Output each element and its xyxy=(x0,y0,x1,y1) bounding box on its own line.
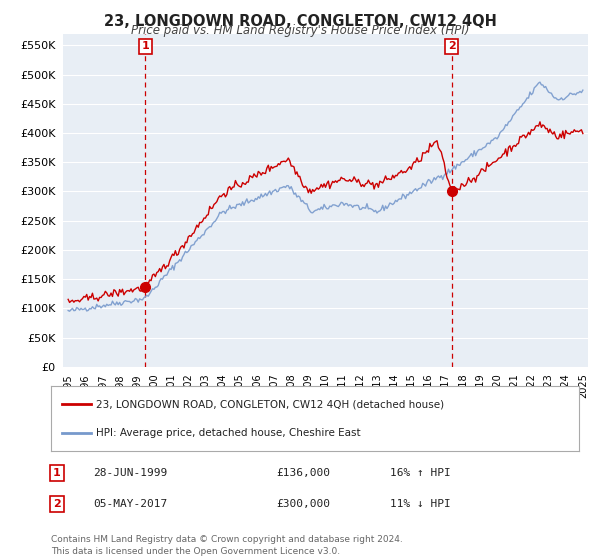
Text: 2: 2 xyxy=(448,41,455,52)
Text: 28-JUN-1999: 28-JUN-1999 xyxy=(93,468,167,478)
Text: 2: 2 xyxy=(53,499,61,509)
Text: Contains HM Land Registry data © Crown copyright and database right 2024.
This d: Contains HM Land Registry data © Crown c… xyxy=(51,535,403,556)
Text: 23, LONGDOWN ROAD, CONGLETON, CW12 4QH: 23, LONGDOWN ROAD, CONGLETON, CW12 4QH xyxy=(104,14,496,29)
Text: 11% ↓ HPI: 11% ↓ HPI xyxy=(390,499,451,509)
Text: HPI: Average price, detached house, Cheshire East: HPI: Average price, detached house, Ches… xyxy=(96,428,361,438)
Text: £136,000: £136,000 xyxy=(276,468,330,478)
Text: 23, LONGDOWN ROAD, CONGLETON, CW12 4QH (detached house): 23, LONGDOWN ROAD, CONGLETON, CW12 4QH (… xyxy=(96,399,444,409)
Text: 16% ↑ HPI: 16% ↑ HPI xyxy=(390,468,451,478)
Text: 1: 1 xyxy=(142,41,149,52)
Text: Price paid vs. HM Land Registry's House Price Index (HPI): Price paid vs. HM Land Registry's House … xyxy=(131,24,469,37)
Text: 05-MAY-2017: 05-MAY-2017 xyxy=(93,499,167,509)
Text: 1: 1 xyxy=(53,468,61,478)
Text: £300,000: £300,000 xyxy=(276,499,330,509)
